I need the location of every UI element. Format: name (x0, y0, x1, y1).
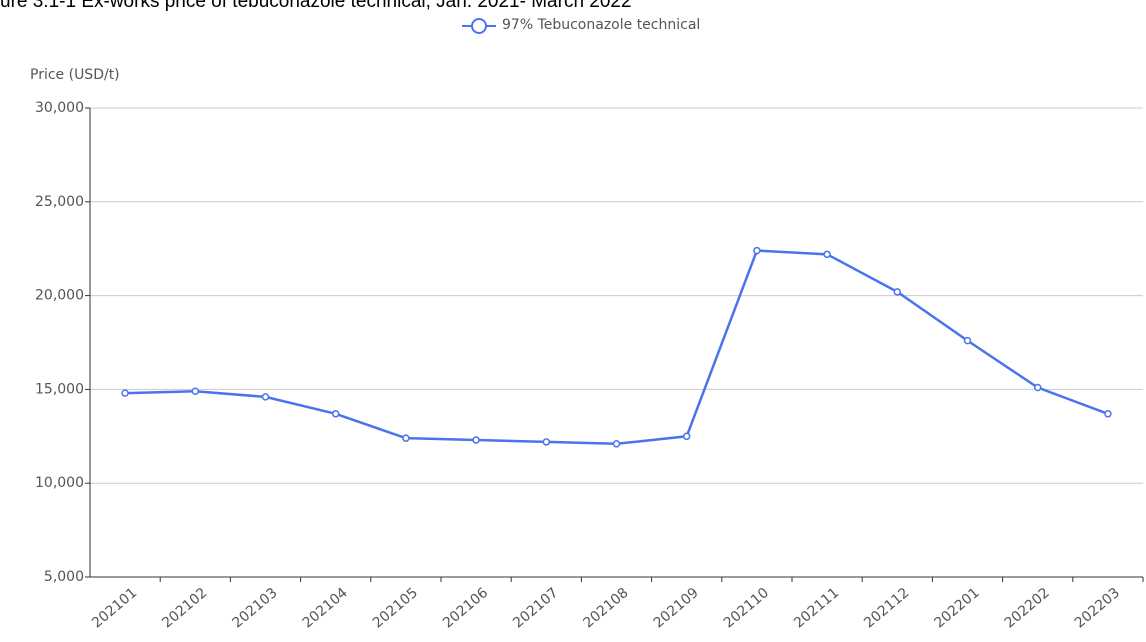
x-tick-label: 202102 (159, 585, 210, 632)
point (472, 436, 480, 444)
x-tick-label: 202112 (861, 585, 912, 632)
point (823, 250, 831, 259)
x-tick-label: 202110 (721, 585, 772, 632)
legend-label: 97% Tebuconazole technical (502, 17, 700, 33)
y-tick-label: 5,000 (44, 569, 84, 585)
point (612, 440, 621, 448)
point (893, 288, 902, 296)
y-tick-label: 20,000 (35, 288, 84, 304)
y-tick-label: 10,000 (35, 475, 84, 491)
x-tick-label: 202103 (229, 585, 280, 632)
x-tick-label: 202104 (300, 585, 351, 632)
point (1104, 410, 1112, 418)
x-tick-label: 202202 (1002, 585, 1053, 632)
series-line (125, 249, 1109, 446)
point (753, 246, 761, 255)
point (1033, 383, 1042, 392)
y-tick-label: 15,000 (35, 381, 84, 397)
legend-marker (471, 18, 487, 34)
chart-title: ure 3.1-1 Ex-works price of tebuconazole… (0, 0, 632, 12)
x-tick-label: 202105 (370, 585, 421, 632)
point (121, 389, 129, 397)
y-axis-label: Price (USD/t) (30, 67, 120, 83)
x-tick-label: 202107 (510, 585, 561, 632)
y-tick-label: 25,000 (35, 194, 84, 210)
point (402, 434, 410, 442)
x-tick-label: 202108 (580, 585, 631, 632)
x-tick-label: 202111 (791, 585, 842, 632)
x-tick-label: 202106 (440, 585, 491, 632)
point (331, 410, 340, 418)
point (191, 387, 200, 396)
x-tick-label: 202101 (89, 585, 140, 632)
x-tick-label: 202201 (931, 585, 982, 632)
y-tick-label: 30,000 (35, 100, 84, 116)
point (542, 438, 551, 446)
point (963, 336, 972, 345)
x-tick-label: 202109 (651, 585, 702, 632)
x-tick-label: 202203 (1072, 585, 1123, 632)
point (682, 432, 691, 441)
point (261, 393, 270, 401)
